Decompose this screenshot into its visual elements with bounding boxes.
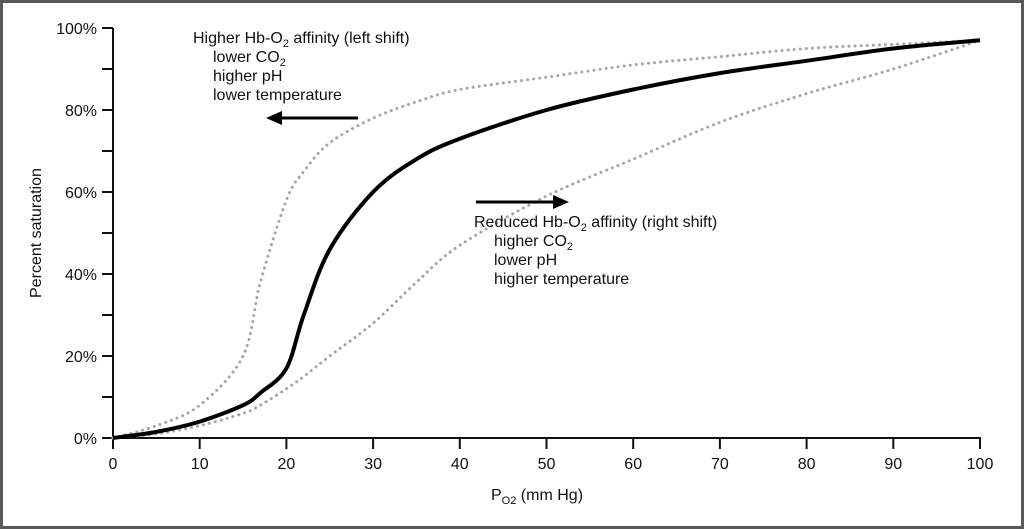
x-tick-label: 90 [884,456,902,473]
normal-curve [112,38,981,440]
right-shift-temperature: higher temperature [494,271,630,288]
x-tick-label: 60 [624,456,642,473]
x-axis-label-unit: (mm Hg) [516,487,584,504]
x-tick-label: 50 [538,456,556,473]
y-tick-label: 60% [65,185,97,202]
x-axis-title: PO2 (mm Hg) [491,487,584,507]
curves [111,38,982,440]
right-shift-curve [111,38,982,440]
left-shift-ph: higher pH [213,68,283,85]
left-shift-curve [111,38,982,440]
x-tick-label: 30 [364,456,382,473]
x-tick-label: 40 [451,456,469,473]
x-tick-label: 70 [711,456,729,473]
right-shift-ph: lower pH [494,252,558,269]
y-tick-label: 0% [74,431,97,448]
x-tick-label: 10 [191,456,209,473]
left-shift-co2: lower CO2 [213,49,286,69]
y-axis-title: Percent saturation [28,168,46,298]
y-tick-label: 100% [56,21,97,38]
y-tick-label: 40% [65,267,97,284]
left-arrow-icon [266,111,282,125]
left-shift-temperature: lower temperature [213,87,342,104]
x-tick-label: 20 [278,456,296,473]
right-arrow-icon [553,195,569,209]
axes: 0% 20% 40% 60% 80% 100% 0 10 20 30 40 50 60 70 80 90 100 [56,21,993,473]
x-axis-label-main: P [491,487,502,504]
y-tick-label: 80% [65,103,97,120]
x-tick-label: 0 [109,456,118,473]
x-tick-label: 100 [967,456,994,473]
y-tick-label: 20% [65,349,97,366]
x-axis-label-sub: O2 [501,495,517,507]
right-shift-co2: higher CO2 [494,233,574,253]
left-shift-title: Higher Hb-O2 affinity (left shift) [193,30,410,50]
right-shift-title: Reduced Hb-O2 affinity (right shift) [474,214,718,234]
right-shift-annotation: Reduced Hb-O2 affinity (right shift) hig… [474,213,717,289]
y-axis-label: Percent saturation [28,168,45,298]
annotation-arrows [266,111,569,209]
left-shift-annotation: Higher Hb-O2 affinity (left shift) lower… [193,29,410,105]
x-tick-label: 80 [798,456,816,473]
